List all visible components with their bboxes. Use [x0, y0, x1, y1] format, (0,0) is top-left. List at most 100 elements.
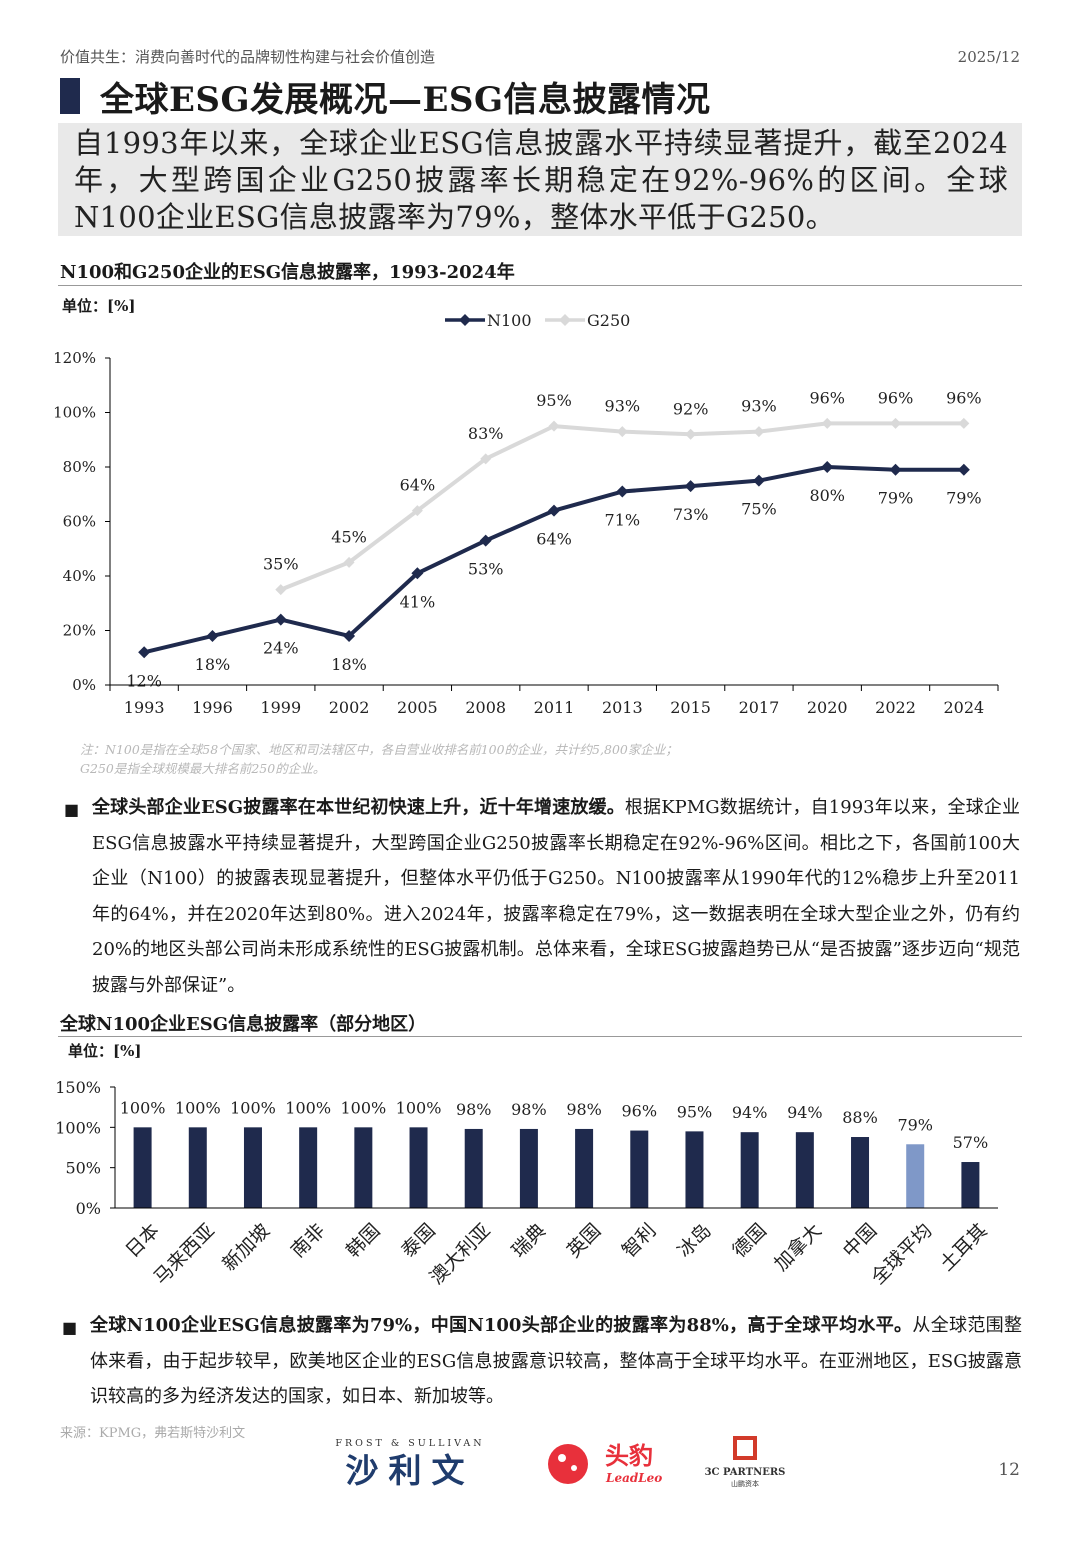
- bar-智利: [630, 1130, 649, 1208]
- chart1-unit: 单位：[%]: [62, 297, 136, 315]
- y-tick-label: 100%: [53, 404, 96, 422]
- data-point-N100: [274, 613, 287, 626]
- data-label-N100: 41%: [400, 592, 436, 611]
- data-point-G250: [275, 584, 287, 596]
- paragraph-1-text: 根据KPMG数据统计，自1993年以来，全球企业ESG信息披露水平持续显著提升，…: [92, 797, 1020, 996]
- data-point-G250: [890, 417, 902, 429]
- x-tick-label: 2015: [670, 698, 711, 717]
- data-label-N100: 75%: [741, 500, 777, 519]
- section-title: 全球ESG发展概况—ESG信息披露情况: [100, 80, 711, 120]
- y-tick-label: 20%: [63, 622, 96, 640]
- bar-value-label: 94%: [787, 1103, 823, 1122]
- x-tick-label: 2008: [465, 698, 506, 717]
- bar-value-label: 100%: [396, 1098, 442, 1117]
- bullet-square-icon: ■: [62, 1318, 78, 1337]
- leopard-head-icon: [548, 1444, 588, 1484]
- paragraph-2: ■ 全球N100企业ESG信息披露率为79%，中国N100头部企业的披露率为88…: [62, 1308, 1023, 1415]
- data-point-N100: [343, 629, 356, 642]
- data-label-G250: 96%: [946, 388, 982, 407]
- category-label: 英国: [563, 1220, 605, 1262]
- category-label: 澳大利亚: [426, 1220, 495, 1289]
- bar-南非: [299, 1127, 318, 1208]
- page-number: 12: [998, 1460, 1020, 1480]
- bar-value-label: 100%: [230, 1098, 276, 1117]
- note-line-2: G250是指全球规模最大排名前250的企业。: [80, 761, 326, 776]
- data-point-N100: [138, 646, 151, 659]
- bar-value-label: 98%: [456, 1100, 492, 1119]
- data-point-G250: [616, 426, 628, 438]
- leadleo-en-logo: LeadLeo: [605, 1471, 662, 1485]
- line-chart: N100 G250 35% 45% 64% 83% 95% 93% 92% 93% 96% 96% 9…: [53, 311, 999, 717]
- data-point-N100: [548, 504, 560, 517]
- x-tick-label: 2011: [534, 698, 575, 717]
- leadleo-cn-logo: 头豹: [605, 1441, 653, 1470]
- 3c-partners-logo: 3C PARTNERS 山鹏资本: [705, 1436, 786, 1488]
- category-label: 德国: [728, 1220, 770, 1262]
- data-point-G250: [548, 420, 560, 432]
- bar-韩国: [354, 1127, 373, 1208]
- category-label: 泰国: [397, 1220, 439, 1262]
- chart1-divider: [58, 285, 1022, 286]
- summary-box: 自1993年以来，全球企业ESG信息披露水平持续显著提升，截至2024年，大型跨…: [58, 123, 1022, 236]
- y-tick-label: 50%: [65, 1159, 101, 1178]
- bar-马来西亚: [188, 1127, 207, 1208]
- data-point-N100: [752, 474, 765, 487]
- x-tick-label: 2020: [807, 698, 848, 717]
- category-label: 中国: [839, 1220, 881, 1262]
- 3c-partners-en: 3C PARTNERS: [705, 1467, 786, 1478]
- data-label-G250: 93%: [741, 397, 777, 416]
- data-point-N100: [957, 463, 970, 476]
- legend-marker: [559, 314, 571, 326]
- report-title: 价值共生：消费向善时代的品牌韧性构建与社会价值创造: [60, 48, 436, 66]
- data-label-G250: 96%: [878, 388, 914, 407]
- data-point-N100: [616, 485, 629, 498]
- data-point-N100: [821, 461, 834, 473]
- bar-瑞典: [519, 1128, 538, 1208]
- bar-澳大利亚: [464, 1128, 483, 1208]
- frost-sullivan-wordmark: FROST & SULLIVAN: [335, 1438, 484, 1449]
- y-tick-label: 80%: [63, 458, 96, 476]
- chart1-title: N100和G250企业的ESG信息披露率，1993-2024年: [60, 262, 515, 283]
- x-tick-label: 1999: [260, 698, 301, 717]
- legend-label: N100: [487, 311, 532, 330]
- data-point-N100: [684, 480, 697, 493]
- paragraph-1-lead: 全球头部企业ESG披露率在本世纪初快速上升，近十年增速放缓。: [92, 797, 625, 818]
- paragraph-2-text: 从全球范围整体来看，由于起步较早，欧美地区企业的ESG信息披露意识较高，整体高于…: [90, 1315, 1023, 1407]
- bar-value-label: 100%: [175, 1098, 221, 1117]
- x-tick-label: 2002: [329, 698, 370, 717]
- chart2-divider: [58, 1036, 1022, 1037]
- bar-value-label: 96%: [622, 1102, 658, 1121]
- data-point-G250: [821, 417, 833, 429]
- paragraph-2-lead: 全球N100企业ESG信息披露率为79%，中国N100头部企业的披露率为88%，…: [90, 1315, 913, 1336]
- category-label: 南非: [287, 1220, 329, 1262]
- category-label: 瑞典: [508, 1220, 550, 1262]
- x-tick-label: 2005: [397, 698, 438, 717]
- report-date: 2025/12: [957, 48, 1020, 66]
- chart2-unit: 单位：[%]: [68, 1042, 142, 1060]
- data-label-G250: 95%: [536, 391, 572, 410]
- paragraph-1: ■ 全球头部企业ESG披露率在本世纪初快速上升，近十年增速放缓。根据KPMG数据…: [64, 790, 1020, 1003]
- bar-chart: 100% 100% 100% 100% 100% 100% 98% 98% 98% 96% 95% 9…: [55, 1078, 998, 1289]
- data-label-N100: 73%: [673, 505, 709, 524]
- bar-加拿大: [795, 1132, 814, 1208]
- bar-value-label: 79%: [897, 1115, 933, 1134]
- y-tick-label: 0%: [72, 676, 96, 694]
- data-label-N100: 18%: [331, 655, 367, 674]
- data-label-G250: 83%: [468, 424, 504, 443]
- x-tick-label: 2013: [602, 698, 643, 717]
- title-accent-bar: [60, 78, 80, 114]
- note-line-1: 注：N100是指在全球58个国家、地区和司法辖区中，各自营业收排名前100的企业…: [80, 742, 678, 757]
- data-label-G250: 96%: [809, 388, 845, 407]
- chart2-title: 全球N100企业ESG信息披露率（部分地区）: [60, 1014, 427, 1035]
- bar-value-label: 100%: [340, 1098, 386, 1117]
- bar-value-label: 98%: [566, 1100, 602, 1119]
- bar-value-label: 95%: [677, 1102, 713, 1121]
- category-label: 韩国: [342, 1220, 384, 1262]
- leadleo-logo: 头豹 LeadLeo: [548, 1441, 662, 1485]
- data-label-N100: 24%: [263, 639, 299, 658]
- category-label: 日本: [121, 1220, 163, 1262]
- chart1-note: 注：N100是指在全球58个国家、地区和司法辖区中，各自营业收排名前100的企业…: [80, 740, 1020, 778]
- series-line-G250: [280, 421, 964, 592]
- data-label-N100: 12%: [126, 671, 162, 690]
- source-note: 来源：KPMG，弗若斯特沙利文: [60, 1426, 246, 1441]
